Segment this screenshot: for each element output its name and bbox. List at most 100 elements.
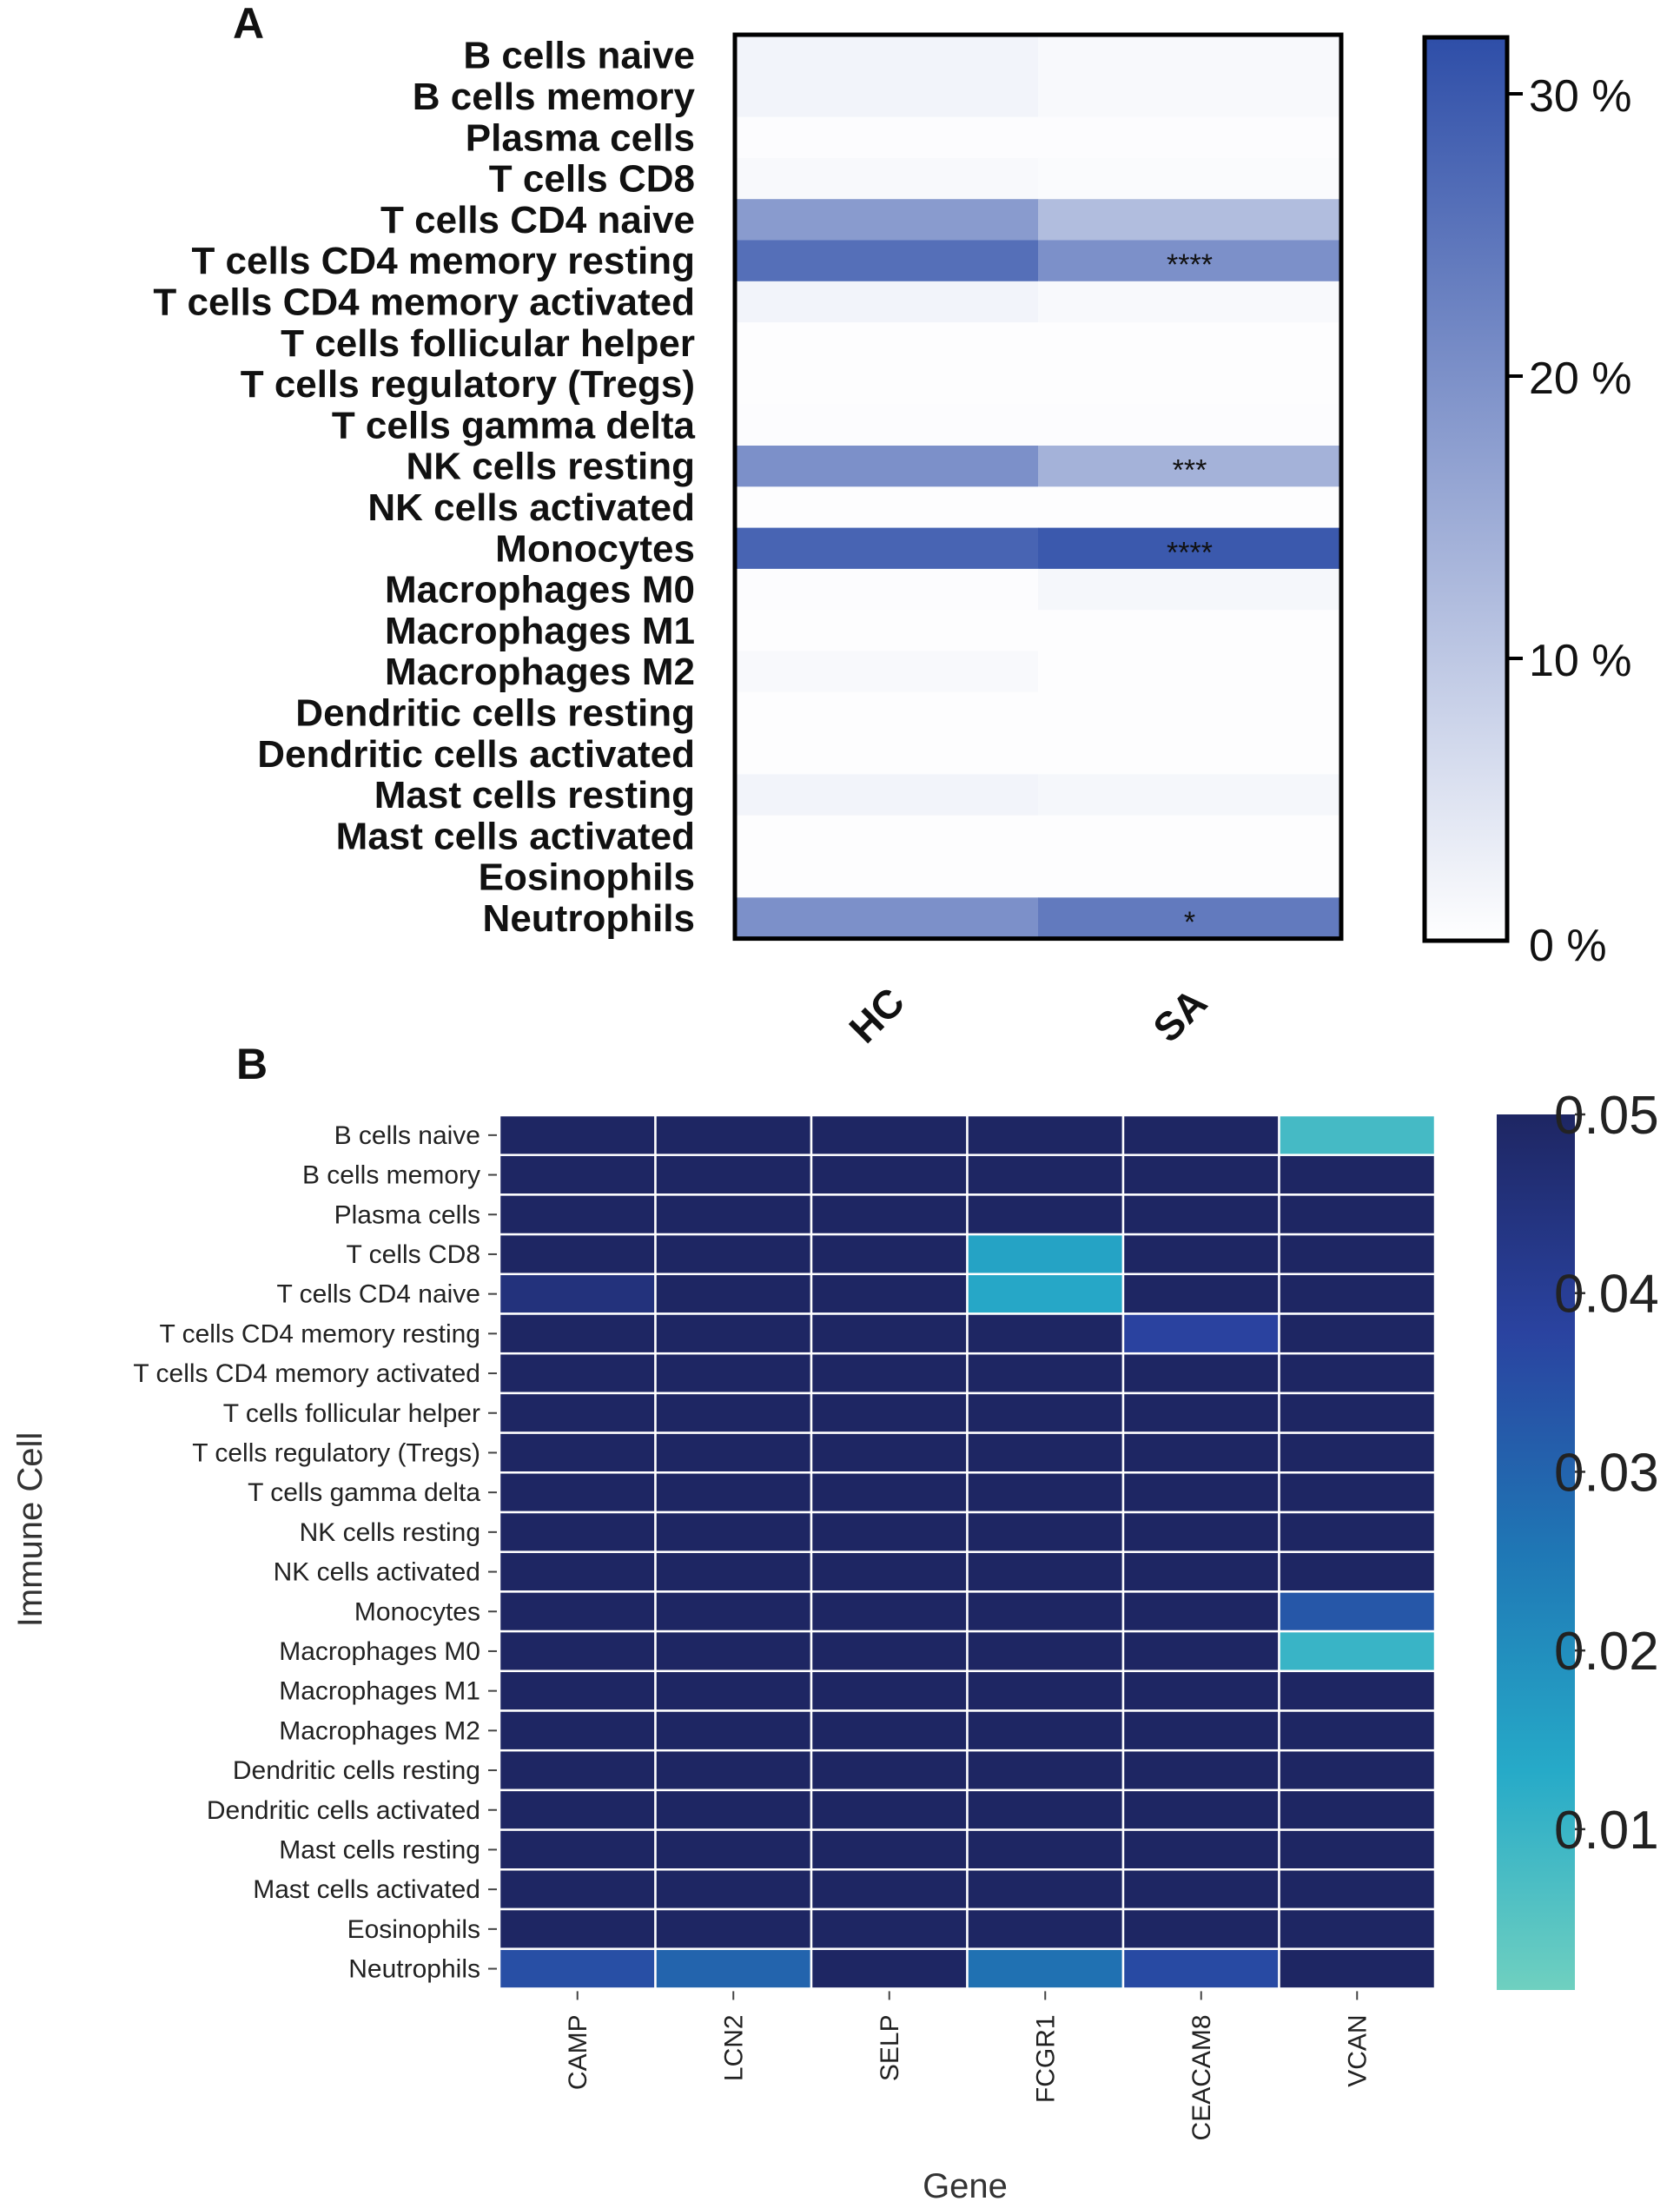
cell-nk-cells-resting-selp	[810, 1511, 969, 1553]
cell-mast-cells-activated-selp	[810, 1868, 969, 1911]
cell-nk-cells-activated-camp	[498, 1550, 657, 1593]
colorbar-a-tick-label-10: 10 %	[1529, 636, 1632, 686]
cell-b-cells-memory-vcan	[1278, 1154, 1437, 1196]
cell-plasma-cells-vcan	[1278, 1193, 1437, 1236]
row-label-mast-cells-resting: Mast cells resting	[279, 1835, 480, 1864]
cell-t-cells-cd4-memory-activated-camp	[498, 1352, 657, 1395]
cell-mast-cells-resting-lcn2	[654, 1828, 813, 1871]
cell-dendritic-cells-activated-lcn2	[654, 1788, 813, 1831]
significance-t-cells-cd4-memory-resting: ****	[1167, 248, 1213, 281]
panel-b-x-axis-title: Gene	[923, 2167, 1008, 2205]
row-label-nk-cells-resting: NK cells resting	[406, 446, 695, 488]
cell-dendritic-cells-resting-vcan	[1278, 1749, 1437, 1792]
cell-nk-cells-resting-camp	[498, 1511, 657, 1553]
cell-eosinophils-hc	[735, 856, 1039, 898]
cell-dendritic-cells-resting-ceacam8	[1121, 1749, 1280, 1792]
cell-t-cells-cd8-selp	[810, 1233, 969, 1276]
cell-neutrophils-sa	[1038, 897, 1342, 940]
cell-t-cells-cd4-naive-hc	[735, 199, 1039, 241]
cell-mast-cells-resting-vcan	[1278, 1828, 1437, 1871]
cell-macrophages-m2-sa	[1038, 651, 1342, 693]
cell-macrophages-m1-lcn2	[654, 1669, 813, 1712]
cell-monocytes-ceacam8	[1121, 1590, 1280, 1633]
row-label-nk-cells-activated: NK cells activated	[274, 1558, 480, 1587]
cell-neutrophils-fcgr1	[966, 1947, 1125, 1990]
cell-monocytes-lcn2	[654, 1590, 813, 1633]
panel-a-colorbar: 0 % 10 % 20 % 30 %	[1422, 35, 1632, 971]
col-label-sa: SA	[1144, 980, 1215, 1051]
significance-nk-cells-resting: ***	[1173, 454, 1207, 487]
cell-t-cells-cd4-memory-resting-sa	[1038, 240, 1342, 282]
row-label-eosinophils: Eosinophils	[479, 856, 695, 899]
cell-t-cells-regulatory-tregs-fcgr1	[966, 1431, 1125, 1474]
cell-b-cells-memory-hc	[735, 76, 1039, 118]
significance-monocytes: ****	[1167, 536, 1213, 569]
cell-macrophages-m0-vcan	[1278, 1630, 1437, 1673]
cell-b-cells-naive-selp	[810, 1114, 969, 1156]
cell-t-cells-follicular-helper-sa	[1038, 322, 1342, 364]
row-label-t-cells-cd8: T cells CD8	[347, 1240, 480, 1269]
cell-macrophages-m0-lcn2	[654, 1630, 813, 1673]
cell-mast-cells-resting-fcgr1	[966, 1828, 1125, 1871]
cell-t-cells-regulatory-tregs-hc	[735, 363, 1039, 406]
cell-t-cells-cd8-lcn2	[654, 1233, 813, 1276]
cell-monocytes-fcgr1	[966, 1590, 1125, 1633]
row-label-nk-cells-activated: NK cells activated	[367, 486, 695, 529]
cell-mast-cells-resting-selp	[810, 1828, 969, 1871]
cell-nk-cells-activated-hc	[735, 486, 1039, 529]
significance-neutrophils: *	[1184, 906, 1195, 939]
cell-macrophages-m0-ceacam8	[1121, 1630, 1280, 1673]
cell-t-cells-gamma-delta-camp	[498, 1471, 657, 1514]
cell-b-cells-naive-lcn2	[654, 1114, 813, 1156]
cell-plasma-cells-camp	[498, 1193, 657, 1236]
col-label-lcn2: LCN2	[719, 2014, 748, 2081]
colorbar-a-bar	[1422, 35, 1510, 943]
cell-dendritic-cells-activated-fcgr1	[966, 1788, 1125, 1831]
cell-b-cells-memory-camp	[498, 1154, 657, 1196]
cell-b-cells-memory-fcgr1	[966, 1154, 1125, 1196]
cell-b-cells-naive-sa	[1038, 35, 1342, 76]
row-label-neutrophils: Neutrophils	[348, 1955, 480, 1984]
cell-t-cells-regulatory-tregs-camp	[498, 1431, 657, 1474]
row-label-t-cells-cd4-naive: T cells CD4 naive	[276, 1280, 480, 1309]
cell-t-cells-regulatory-tregs-vcan	[1278, 1431, 1437, 1474]
cell-b-cells-memory-selp	[810, 1154, 969, 1196]
cell-macrophages-m1-hc	[735, 610, 1039, 651]
cell-t-cells-regulatory-tregs-sa	[1038, 363, 1342, 406]
colorbar-a-tick-label-0: 0 %	[1529, 921, 1607, 971]
cell-macrophages-m0-selp	[810, 1630, 969, 1673]
row-label-dendritic-cells-resting: Dendritic cells resting	[233, 1756, 480, 1785]
row-label-macrophages-m0: Macrophages M0	[279, 1637, 480, 1666]
cell-t-cells-cd4-memory-resting-selp	[810, 1312, 969, 1355]
colorbar-b-tick-label-4: 0.05	[1554, 1086, 1659, 1146]
cell-t-cells-cd8-vcan	[1278, 1233, 1437, 1276]
cell-macrophages-m0-fcgr1	[966, 1630, 1125, 1673]
cell-nk-cells-resting-hc	[735, 446, 1039, 487]
row-label-t-cells-gamma-delta: T cells gamma delta	[248, 1478, 480, 1507]
cell-t-cells-cd8-camp	[498, 1233, 657, 1276]
cell-t-cells-regulatory-tregs-lcn2	[654, 1431, 813, 1474]
row-label-t-cells-cd8: T cells CD8	[489, 158, 695, 201]
colorbar-b-tick-label-0: 0.01	[1554, 1801, 1659, 1861]
colorbar-b-tick-label-2: 0.03	[1554, 1443, 1659, 1503]
cell-macrophages-m2-vcan	[1278, 1709, 1437, 1752]
cell-t-cells-cd4-memory-activated-sa	[1038, 281, 1342, 323]
colorbar-a-tick-label-20: 20 %	[1529, 354, 1632, 404]
row-label-t-cells-cd4-memory-activated: T cells CD4 memory activated	[153, 281, 695, 323]
row-label-dendritic-cells-activated: Dendritic cells activated	[257, 733, 695, 776]
cell-mast-cells-activated-camp	[498, 1868, 657, 1911]
row-label-b-cells-memory: B cells memory	[302, 1161, 480, 1190]
cell-mast-cells-resting-camp	[498, 1828, 657, 1871]
cell-t-cells-regulatory-tregs-selp	[810, 1431, 969, 1474]
col-label-vcan: VCAN	[1343, 2014, 1372, 2086]
row-label-macrophages-m0: Macrophages M0	[385, 569, 695, 611]
cell-b-cells-memory-sa	[1038, 76, 1342, 118]
col-label-fcgr1: FCGR1	[1031, 2014, 1060, 2103]
cell-eosinophils-selp	[810, 1907, 969, 1950]
cell-monocytes-hc	[735, 527, 1039, 570]
cell-t-cells-cd8-ceacam8	[1121, 1233, 1280, 1276]
panel-a-frame	[732, 32, 1344, 942]
cell-dendritic-cells-activated-selp	[810, 1788, 969, 1831]
